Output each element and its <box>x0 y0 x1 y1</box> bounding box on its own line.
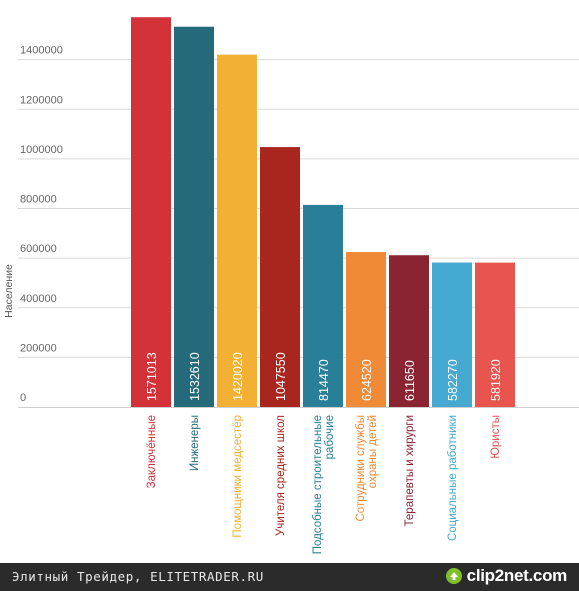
bar-value-label: 611650 <box>403 360 417 401</box>
y-axis-label: Население <box>3 264 15 318</box>
category-label-line: Социальные работники <box>447 415 459 541</box>
category-label-line: Инженеры <box>189 415 201 471</box>
category-label-line: Сотрудники службы <box>355 415 367 522</box>
y-tick-label: 1200000 <box>20 94 63 106</box>
clip2net-logo-icon <box>445 568 462 584</box>
bar-value-label: 624520 <box>360 359 374 401</box>
bar <box>303 204 343 407</box>
bar-value-label: 582270 <box>446 359 460 401</box>
bar <box>131 17 171 407</box>
category-label: Помощники медсестёр <box>232 415 244 538</box>
bar <box>475 262 515 407</box>
bar <box>389 255 429 407</box>
bar-value-label: 581920 <box>489 359 503 401</box>
bar <box>432 262 472 407</box>
clip2net-logo-text: clip2net.com <box>466 566 568 585</box>
category-label: Заключённые <box>146 415 158 488</box>
bar-value-label: 1047550 <box>274 352 288 401</box>
category-label: Социальные работники <box>447 415 459 541</box>
y-tick-label: 0 <box>20 392 26 404</box>
category-label-line: Подсобные строительные <box>312 415 324 554</box>
bar-value-label: 1571013 <box>145 352 159 401</box>
y-tick-label: 400000 <box>20 293 57 305</box>
bar <box>260 147 300 407</box>
bar <box>346 252 386 407</box>
category-label: Сотрудники службыохраны детей <box>355 415 379 522</box>
y-tick-label: 200000 <box>20 342 57 354</box>
x-axis-category-labels: Заключённые Инженеры Помощники медсестёр Уч… <box>146 415 502 554</box>
category-label: Подсобные строительныерабочие <box>312 415 336 554</box>
category-label-line: Помощники медсестёр <box>232 415 244 538</box>
category-label-line: охраны детей <box>367 415 379 488</box>
footer-credit: Элитный Трейдер, ELITETRADER.RU <box>12 569 264 584</box>
bar-value-label: 814470 <box>317 359 331 401</box>
category-label: Терапевты и хирурги <box>404 415 416 526</box>
category-label-line: Учителя средних школ <box>275 415 287 536</box>
clip2net-logo[interactable]: clip2net.com <box>445 566 567 586</box>
y-tick-label: 1000000 <box>20 144 63 156</box>
bar <box>174 26 214 408</box>
category-label: Инженеры <box>189 415 201 471</box>
bar-value-label: 1532610 <box>188 352 202 401</box>
category-label: Учителя средних школ <box>275 415 287 536</box>
category-label-line: Заключённые <box>146 415 158 488</box>
category-label-line: рабочие <box>324 415 336 459</box>
footer-bar: Элитный Трейдер, ELITETRADER.RU clip2net… <box>0 563 579 591</box>
category-label-line: Юристы <box>490 415 502 459</box>
bar-value-label: 1420020 <box>231 352 245 401</box>
y-tick-label: 1400000 <box>20 45 63 57</box>
y-axis-ticks: 0 200000 400000 600000 800000 1000000 1200000 1… <box>20 45 63 404</box>
bars: 1571013 1532610 1420020 1047550 814470 624520… <box>131 17 515 408</box>
bar <box>217 54 257 408</box>
y-tick-label: 800000 <box>20 194 57 206</box>
category-label: Юристы <box>490 415 502 459</box>
category-label-line: Терапевты и хирурги <box>404 415 416 526</box>
bar-chart: 0 200000 400000 600000 800000 1000000 1200000 1… <box>3 17 579 554</box>
y-tick-label: 600000 <box>20 243 57 255</box>
